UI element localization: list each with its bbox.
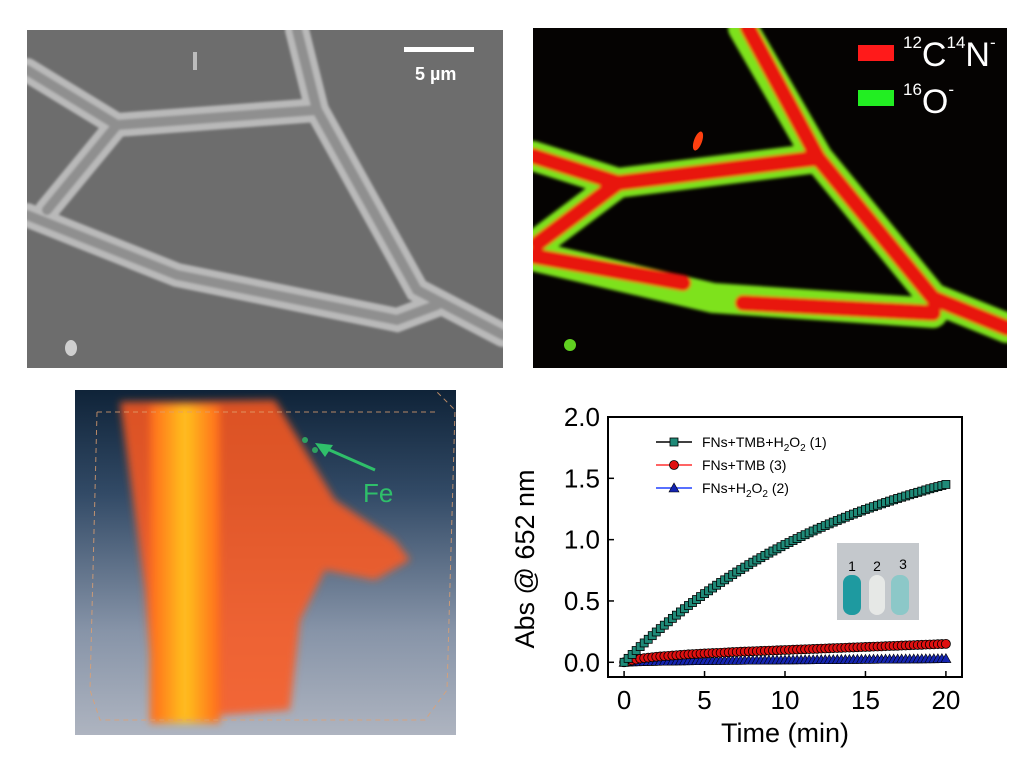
y-tick-label: 0.0	[564, 647, 600, 677]
legend-label-o: 16O-	[903, 80, 955, 121]
legend-label-part: O	[789, 434, 800, 450]
legend-marker-circle	[669, 460, 679, 470]
absorbance-chart: 0 5 10 15 20 0.0 0.5 1.0 1.5 2.0 Abs @ 652 nm Tim…	[510, 402, 963, 748]
legend-label-part: 2	[762, 489, 768, 500]
legend-label-part: FNs+TMB+H	[702, 434, 784, 450]
sims-map-panel: 12C14N- 16O-	[533, 28, 1007, 368]
inset-photo: 1 2 3	[837, 543, 919, 620]
legend-label: FNs+TMB (3)	[702, 457, 786, 473]
x-axis-label: Time (min)	[721, 718, 849, 748]
legend-label-part: O	[752, 480, 763, 496]
x-tick-label: 0	[617, 685, 631, 715]
legend-label-part: FNs+H	[702, 480, 746, 496]
legend-label-part: FNs+TMB (3)	[702, 457, 786, 473]
legend-label-part: 2	[784, 443, 790, 454]
legend-marker-square	[669, 437, 679, 447]
x-tick-label: 5	[697, 685, 711, 715]
legend-swatch-cn	[858, 45, 894, 61]
scale-bar	[404, 47, 474, 52]
data-point	[941, 638, 951, 649]
scale-bar-label: 5 µm	[415, 64, 457, 84]
legend-label-part: (2)	[768, 480, 789, 496]
y-tick-label: 0.5	[564, 586, 600, 616]
fe-annotation: Fe	[363, 478, 394, 508]
sims-fibers-image	[533, 28, 1007, 351]
legend-label-part: 2	[746, 489, 752, 500]
series-circle	[619, 638, 951, 668]
legend-swatch-o	[858, 90, 894, 106]
volume-render-image	[89, 390, 456, 723]
data-point	[940, 652, 952, 663]
y-tick-label: 2.0	[564, 402, 600, 432]
y-tick-label: 1.0	[564, 525, 600, 555]
data-point	[941, 480, 951, 489]
legend-label-part: 2	[800, 443, 806, 454]
legend-label: FNs+H2O2 (2)	[702, 480, 789, 500]
sem-fibers-image	[27, 30, 503, 356]
sem-image-panel: 5 µm	[27, 30, 503, 368]
inset-label-2: 2	[873, 558, 881, 574]
legend-label: FNs+TMB+H2O2 (1)	[702, 434, 827, 454]
x-tick-label: 15	[851, 685, 880, 715]
x-tick-label: 10	[771, 685, 800, 715]
y-axis-label: Abs @ 652 nm	[510, 470, 540, 649]
legend-label-part: (1)	[806, 434, 827, 450]
fe-arrow-icon	[324, 446, 376, 472]
series-square	[619, 480, 951, 667]
legend: FNs+TMB+H2O2 (1)FNs+TMB (3)FNs+H2O2 (2)	[656, 434, 827, 500]
legend-label-cn: 12C14N-	[903, 33, 996, 74]
y-tick-label: 1.5	[564, 463, 600, 493]
inset-label-3: 3	[899, 556, 907, 572]
volume-render-panel: Fe	[75, 390, 456, 735]
legend-marker-triangle	[668, 482, 680, 493]
x-tick-label: 20	[931, 685, 960, 715]
inset-label-1: 1	[848, 558, 856, 574]
